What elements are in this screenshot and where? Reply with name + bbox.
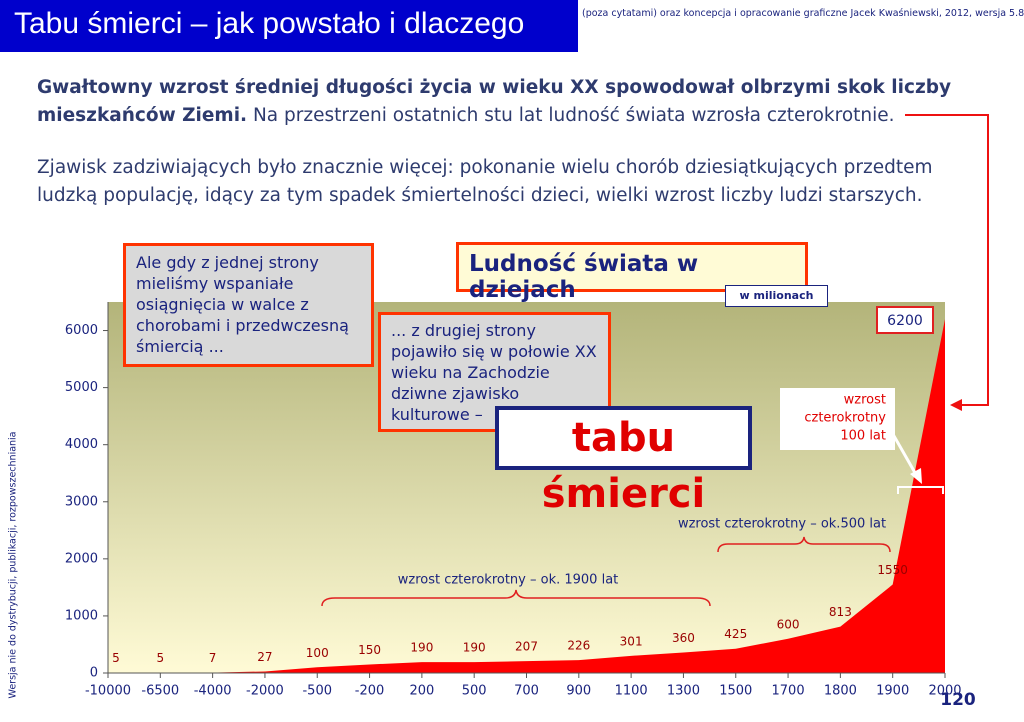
highlight-box: tabu śmierci [495, 406, 752, 517]
y-tick-label: 1000 [65, 608, 98, 623]
y-tick-label: 4000 [65, 437, 98, 452]
arrow-head [910, 468, 922, 484]
data-label: 5 [112, 651, 120, 665]
title-bar: Tabu śmierci – jak powstało i dlaczego [0, 0, 578, 52]
x-tick-label: 1800 [824, 684, 857, 699]
x-tick-label: -4000 [194, 684, 232, 699]
data-label: 190 [463, 641, 486, 655]
data-label: 6200 [887, 313, 923, 329]
x-tick-label: -10000 [85, 684, 131, 699]
arrow [905, 114, 989, 406]
chart-title-box: Ludność świata w dziejach [456, 242, 808, 303]
y-tick-label: 2000 [65, 551, 98, 566]
bracket [897, 486, 944, 494]
data-label: 5 [156, 651, 164, 665]
page-number: 120 [940, 690, 976, 710]
x-tick-label: 1100 [615, 684, 648, 699]
data-label: 813 [829, 605, 852, 619]
x-tick-label: 200 [409, 684, 434, 699]
x-tick-label: -2000 [246, 684, 284, 699]
data-label: 226 [567, 639, 590, 653]
intro-text: Na przestrzeni ostatnich stu lat ludność… [252, 105, 895, 126]
data-label: 360 [672, 631, 695, 645]
intro-second: Zjawisk zadziwiających było znacznie wię… [37, 157, 933, 206]
callout-box: Ale gdy z jednej strony mieliśmy wspania… [123, 243, 374, 367]
data-label: 190 [410, 641, 433, 655]
x-tick-label: 700 [514, 684, 539, 699]
x-tick-label: -200 [355, 684, 385, 699]
x-tick-label: 900 [566, 684, 591, 699]
intro-bold: Gwałtowny wzrost średniej długości życia… [37, 77, 952, 126]
area [108, 319, 945, 673]
title: Tabu śmierci – jak powstało i dlaczego [14, 7, 525, 40]
annotation-box [780, 388, 895, 450]
annotation: wzrost [844, 393, 886, 408]
data-label: 1550 [877, 563, 908, 577]
brace [321, 589, 711, 607]
data-label: 301 [620, 634, 643, 648]
data-label: 27 [257, 650, 272, 664]
unit-box: w milionach [725, 285, 828, 307]
x-tick-label: 1900 [876, 684, 909, 699]
x-tick-label: 500 [462, 684, 487, 699]
y-tick-label: 3000 [65, 494, 98, 509]
y-tick-label: 5000 [65, 380, 98, 395]
side-note: Wersja nie do dystrybucji, publikacji, r… [8, 431, 19, 698]
brace [717, 536, 891, 553]
x-tick-label: -500 [302, 684, 332, 699]
data-label: 7 [209, 651, 217, 665]
chart-title: Ludność świata w dziejach [469, 251, 699, 303]
data-label: 150 [358, 643, 381, 657]
x-tick-label: 1300 [667, 684, 700, 699]
x-tick-label: 2000 [928, 684, 961, 699]
credit: (poza cytatami) oraz koncepcja i opracow… [582, 8, 1024, 19]
data-label: 600 [777, 617, 800, 631]
annotation: wzrost czterokrotny – ok. 1900 lat [398, 573, 619, 588]
data-label: 100 [306, 646, 329, 660]
arrow-head [950, 399, 962, 411]
x-tick-label: -6500 [141, 684, 179, 699]
x-tick-label: 1700 [772, 684, 805, 699]
annotation: 100 lat [840, 429, 886, 444]
x-tick-label: 1500 [719, 684, 752, 699]
data-label: 425 [724, 627, 747, 641]
annotation: czterokrotny [804, 411, 886, 426]
y-tick-label: 6000 [65, 323, 98, 338]
y-tick-label: 0 [90, 666, 98, 681]
annotation: wzrost czterokrotny – ok.500 lat [678, 517, 886, 532]
data-label: 207 [515, 640, 538, 654]
label-box [876, 306, 934, 334]
intro: Gwałtowny wzrost średniej długości życia… [37, 74, 1012, 130]
